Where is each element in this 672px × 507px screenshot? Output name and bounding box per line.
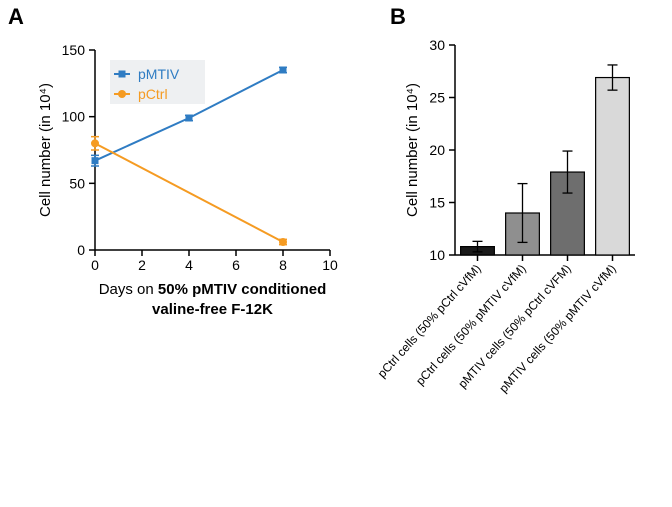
panel-a-chart: 0246810050100150Days on 50% pMTIV condit…	[30, 30, 350, 340]
svg-text:pMTIV: pMTIV	[138, 66, 180, 82]
svg-text:2: 2	[138, 257, 146, 273]
svg-text:25: 25	[429, 90, 445, 106]
svg-text:20: 20	[429, 142, 445, 158]
svg-text:6: 6	[232, 257, 240, 273]
svg-text:Days on 50% pMTIV conditioned: Days on 50% pMTIV conditioned	[99, 281, 327, 298]
svg-text:30: 30	[429, 37, 445, 53]
svg-text:100: 100	[62, 109, 86, 125]
panel-b-svg: 1015202530Cell number (in 10⁴)pCtrl cell…	[400, 30, 650, 470]
svg-text:15: 15	[429, 195, 445, 211]
svg-text:4: 4	[185, 257, 193, 273]
panel-a-label: A	[8, 4, 24, 30]
svg-text:8: 8	[279, 257, 287, 273]
svg-text:10: 10	[322, 257, 338, 273]
svg-text:10: 10	[429, 247, 445, 263]
svg-text:150: 150	[62, 42, 86, 58]
svg-text:50: 50	[69, 175, 85, 191]
svg-text:0: 0	[77, 242, 85, 258]
svg-text:0: 0	[91, 257, 99, 273]
svg-text:valine-free F-12K: valine-free F-12K	[152, 301, 273, 318]
panel-b-chart: 1015202530Cell number (in 10⁴)pCtrl cell…	[400, 30, 650, 470]
panel-a-svg: 0246810050100150Days on 50% pMTIV condit…	[30, 30, 350, 340]
svg-text:Cell number (in 10⁴): Cell number (in 10⁴)	[404, 83, 421, 217]
figure-root: A B 0246810050100150Days on 50% pMTIV co…	[0, 0, 672, 507]
svg-text:Cell number (in 10⁴): Cell number (in 10⁴)	[37, 83, 54, 217]
svg-text:pCtrl: pCtrl	[138, 86, 168, 102]
panel-b-label: B	[390, 4, 406, 30]
